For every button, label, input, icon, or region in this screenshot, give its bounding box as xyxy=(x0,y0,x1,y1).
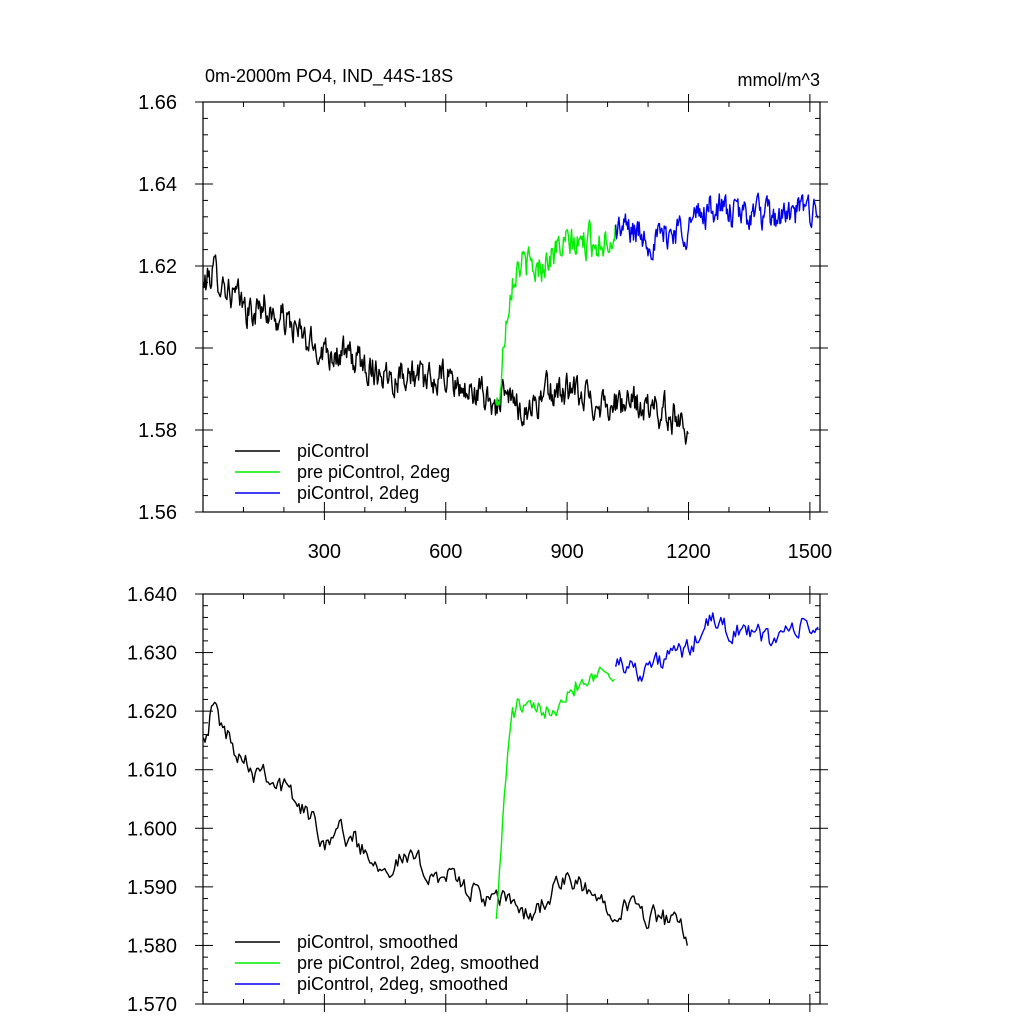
y-tick-label: 1.640 xyxy=(127,584,177,606)
series-line-picontrol-2deg xyxy=(615,192,819,261)
series-line-pre-picontrol-2deg xyxy=(495,219,616,407)
series-line-pre-picontrol-2deg-smoothed xyxy=(495,666,616,919)
series-layer xyxy=(202,192,819,445)
y-tick-label: 1.58 xyxy=(138,420,177,442)
top-panel: 0m-2000m PO4, IND_44S-18S mmol/m^3 1.561… xyxy=(138,66,832,563)
legend-label-pre-picontrol-2deg: pre piControl, 2deg xyxy=(297,462,450,482)
y-axis-labels: 1.56 1.58 1.60 1.62 1.64 1.66 xyxy=(138,92,177,524)
y-tick-label: 1.66 xyxy=(138,92,177,114)
chart-title: 0m-2000m PO4, IND_44S-18S xyxy=(205,66,453,87)
y-tick-label: 1.64 xyxy=(138,174,177,196)
x-tick-label: 1500 xyxy=(788,541,833,563)
x-tick-label: 1200 xyxy=(666,541,711,563)
y-tick-label: 1.610 xyxy=(127,760,177,782)
y-tick-label: 1.600 xyxy=(127,818,177,840)
series-layer xyxy=(202,612,819,946)
plot-frame xyxy=(202,101,821,513)
series-line-picontrol-2deg-smoothed xyxy=(615,612,819,682)
bottom-panel: 1.570 1.580 1.590 1.600 1.610 1.620 1.630 1.640… xyxy=(127,584,828,1016)
series-line-picontrol-smoothed xyxy=(202,701,688,946)
tick-marks xyxy=(195,586,828,1012)
y-tick-label: 1.570 xyxy=(127,994,177,1016)
y-tick-label: 1.580 xyxy=(127,935,177,957)
tick-marks xyxy=(195,94,828,520)
x-tick-label: 900 xyxy=(550,541,583,563)
series-line-picontrol xyxy=(202,254,689,445)
y-tick-label: 1.630 xyxy=(127,643,177,665)
legend-label-picontrol: piControl xyxy=(297,441,369,461)
x-tick-label: 300 xyxy=(308,541,341,563)
y-axis-labels: 1.570 1.580 1.590 1.600 1.610 1.620 1.630 1.640 xyxy=(127,584,177,1016)
legend-label-picontrol-smoothed: piControl, smoothed xyxy=(297,932,458,952)
plot-frame xyxy=(202,593,821,1005)
legend-label-picontrol-2deg: piControl, 2deg xyxy=(297,483,419,503)
x-tick-label: 600 xyxy=(429,541,462,563)
y-tick-label: 1.62 xyxy=(138,256,177,278)
units-label: mmol/m^3 xyxy=(738,70,820,90)
y-tick-label: 1.60 xyxy=(138,338,177,360)
y-tick-label: 1.620 xyxy=(127,701,177,723)
legend-label-pre-picontrol-2deg-smoothed: pre piControl, 2deg, smoothed xyxy=(297,953,539,973)
x-axis-labels: 300 600 900 1200 1500 xyxy=(308,541,832,563)
legend-label-picontrol-2deg-smoothed: piControl, 2deg, smoothed xyxy=(297,974,508,994)
y-tick-label: 1.590 xyxy=(127,877,177,899)
y-tick-label: 1.56 xyxy=(138,502,177,524)
